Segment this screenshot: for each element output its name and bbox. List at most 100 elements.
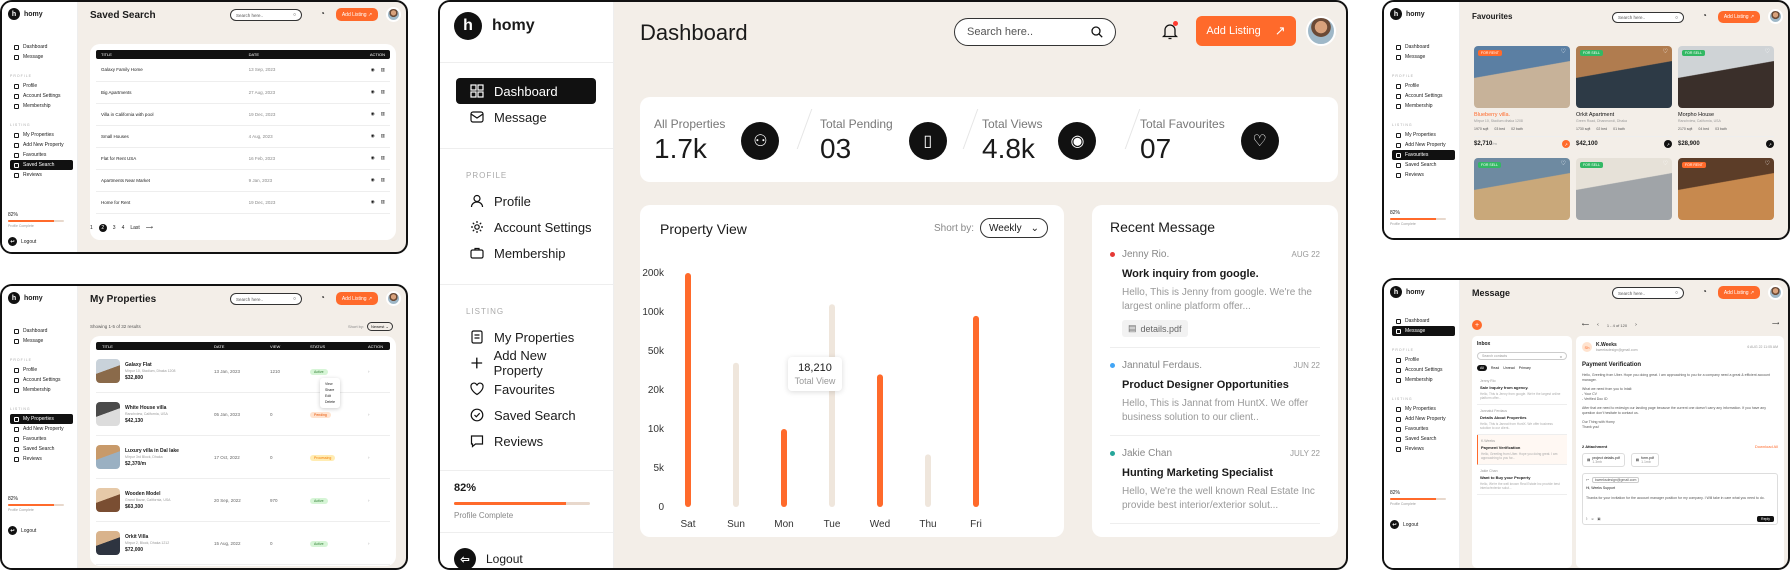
nav-add-new-property[interactable]: Add New Property — [10, 424, 73, 434]
page-3[interactable]: 3 — [112, 225, 116, 231]
property-card[interactable]: FOR SELL ♡ — [1576, 158, 1672, 220]
nav-membership[interactable]: Membership — [1392, 375, 1455, 385]
more-options-icon[interactable]: › — [368, 540, 370, 546]
page-4[interactable]: 4 — [121, 225, 125, 231]
property-card[interactable]: FOR RENT ♡ Blueberry villa. Mirpur 10, Stad… — [1474, 46, 1570, 148]
back-arrow-icon[interactable]: ⟵ — [1582, 322, 1590, 328]
trash-icon[interactable]: ▥ — [380, 199, 385, 204]
more-options-icon[interactable]: › — [368, 497, 370, 503]
menu-delete[interactable]: Delete — [325, 400, 336, 404]
message-item[interactable]: Jenny Rio. AUG 22 Work inquiry from google… — [1110, 249, 1320, 348]
attach-icon[interactable]: ⌇ — [1586, 517, 1588, 521]
nav-favourites[interactable]: Favourites — [1392, 424, 1455, 434]
nav-saved-search[interactable]: Saved Search — [1392, 434, 1455, 444]
nav-add-new-property[interactable]: Add New Property — [1392, 140, 1455, 150]
add-listing-button[interactable]: Add Listing ↗ — [1718, 286, 1760, 299]
nav-account-settings[interactable]: Account Settings — [10, 91, 73, 101]
nav-membership[interactable]: Membership — [10, 385, 73, 395]
add-listing-button[interactable]: Add Listing ↗ — [336, 8, 378, 21]
avatar[interactable] — [386, 291, 401, 306]
sort-select[interactable]: Weekly ⌄ — [980, 218, 1048, 238]
attachment-file[interactable]: ▤ form.pdf 1.1mb — [1630, 453, 1659, 467]
logout-button[interactable]: ↩ Logout — [1390, 520, 1418, 529]
nav-reviews[interactable]: Reviews — [1392, 444, 1455, 454]
prev-icon[interactable]: ‹ — [1597, 322, 1599, 328]
arrow-up-right-icon[interactable]: ↗ — [1562, 140, 1570, 148]
eye-icon[interactable]: ◉ — [370, 199, 375, 204]
nav-account-settings[interactable]: Account Settings — [456, 214, 596, 240]
eye-icon[interactable]: ◉ — [370, 89, 375, 94]
arrow-right-icon[interactable]: ⟶ — [145, 225, 153, 231]
bell-icon[interactable]: ◔ — [1702, 287, 1707, 296]
eye-icon[interactable]: ◉ — [370, 177, 375, 182]
more-options-icon[interactable]: › — [368, 368, 370, 374]
nav-favourites[interactable]: Favourites — [10, 434, 73, 444]
reply-send-button[interactable]: Reply — [1757, 516, 1774, 522]
contacts-search[interactable]: Search contacts ○ — [1477, 352, 1567, 360]
attachment-chip[interactable]: ▤ details.pdf — [1122, 320, 1188, 337]
heart-icon[interactable]: ♡ — [1764, 161, 1770, 167]
nav-add-new-property[interactable]: Add New Property — [10, 140, 73, 150]
nav-my-properties[interactable]: My Properties — [10, 414, 73, 424]
table-row[interactable]: Big Apartments 27 Aug, 2023 ◉ ▥ — [96, 81, 390, 104]
bar-mon[interactable] — [781, 429, 787, 507]
bar-tue[interactable] — [829, 304, 835, 507]
eye-icon[interactable]: ◉ — [370, 66, 375, 72]
filter-unread[interactable]: Unread — [1503, 366, 1515, 370]
table-row[interactable]: White House villa Ranchview, California, … — [96, 393, 390, 436]
filter-all[interactable]: All — [1477, 365, 1487, 371]
nav-message[interactable]: Message — [10, 52, 73, 62]
table-row[interactable]: Home for Rent 19 Dec, 2023 ◉ ▥ — [96, 191, 390, 214]
message-item[interactable]: Jannatul Ferdaus. JUN 22 Product Designer … — [1110, 360, 1320, 436]
heart-icon[interactable]: ♡ — [1662, 49, 1668, 55]
inbox-item[interactable]: Jakie Chan Want to Buy your Property Hello… — [1477, 465, 1567, 495]
nav-saved-search[interactable]: Saved Search — [10, 160, 73, 170]
trash-icon[interactable]: ▥ — [380, 177, 385, 182]
nav-account-settings[interactable]: Account Settings — [1392, 365, 1455, 375]
bar-wed[interactable] — [877, 374, 883, 507]
nav-dashboard[interactable]: Dashboard — [10, 42, 73, 52]
trash-icon[interactable]: ▥ — [380, 66, 385, 72]
page-1[interactable]: 1 — [90, 225, 93, 231]
page-2[interactable]: 2 — [98, 224, 107, 232]
notification-bell-icon[interactable] — [1161, 21, 1179, 45]
nav-dashboard[interactable]: Dashboard — [1392, 42, 1455, 52]
nav-saved-search[interactable]: Saved Search — [1392, 160, 1455, 170]
menu-share[interactable]: Share — [325, 388, 335, 392]
trash-icon[interactable]: ▥ — [380, 89, 385, 94]
nav-message[interactable]: Message — [1392, 52, 1455, 62]
nav-saved-search[interactable]: Saved Search — [456, 402, 596, 428]
avatar[interactable] — [1768, 285, 1783, 300]
message-item[interactable]: Jakie Chan JULY 22 Hunting Marketing Speci… — [1110, 448, 1320, 524]
nav-profile[interactable]: Profile — [1392, 355, 1455, 365]
compose-button[interactable]: + — [1472, 320, 1482, 330]
inbox-item[interactable]: Jenny Rio Sale Inquiry from agency. Hello,… — [1477, 375, 1567, 405]
nav-dashboard[interactable]: Dashboard — [1392, 316, 1455, 326]
nav-favourites[interactable]: Favourites — [1392, 150, 1455, 160]
nav-my-properties[interactable]: My Properties — [1392, 130, 1455, 140]
logout-button[interactable]: ↩ Logout — [8, 237, 36, 246]
nav-membership[interactable]: Membership — [1392, 101, 1455, 111]
table-row[interactable]: Flat for Rent USA 16 Feb, 2023 ◉ ▥ — [96, 147, 390, 170]
filter-primary[interactable]: Primary — [1518, 366, 1531, 370]
bar-thu[interactable] — [925, 454, 931, 507]
nav-profile[interactable]: Profile — [456, 188, 596, 214]
property-card[interactable]: FOR SELL ♡ — [1474, 158, 1570, 220]
nav-profile[interactable]: Profile — [1392, 81, 1455, 91]
bar-fri[interactable] — [973, 315, 979, 507]
page-last[interactable]: Last — [130, 225, 140, 231]
trash-icon[interactable]: ▥ — [380, 111, 385, 116]
search-input[interactable]: Search here.. — [954, 18, 1116, 46]
emoji-icon[interactable]: ☺ — [1590, 517, 1595, 521]
table-row[interactable]: Apartments Near Market 9 Jan, 2023 ◉ ▥ — [96, 169, 390, 192]
nav-membership[interactable]: Membership — [10, 101, 73, 111]
inbox-item[interactable]: K.Weeks Payment Verification Hello, Greeti… — [1477, 435, 1567, 465]
more-options-icon[interactable]: › — [368, 454, 370, 460]
arrow-up-right-icon[interactable]: ↗ — [1766, 140, 1774, 148]
eye-icon[interactable]: ◉ — [370, 111, 375, 116]
nav-message[interactable]: Message — [10, 336, 73, 346]
property-card[interactable]: FOR SELL ♡ Orkit Apartment Green Road, Dhan… — [1576, 46, 1672, 148]
table-row[interactable]: Galaxy Flat Mirpur 10, Stadium, Dhaka 120… — [96, 350, 390, 393]
table-row[interactable]: Luxury villa in Dal lake Mirpur 3rd Block… — [96, 436, 390, 479]
avatar[interactable] — [386, 7, 401, 22]
